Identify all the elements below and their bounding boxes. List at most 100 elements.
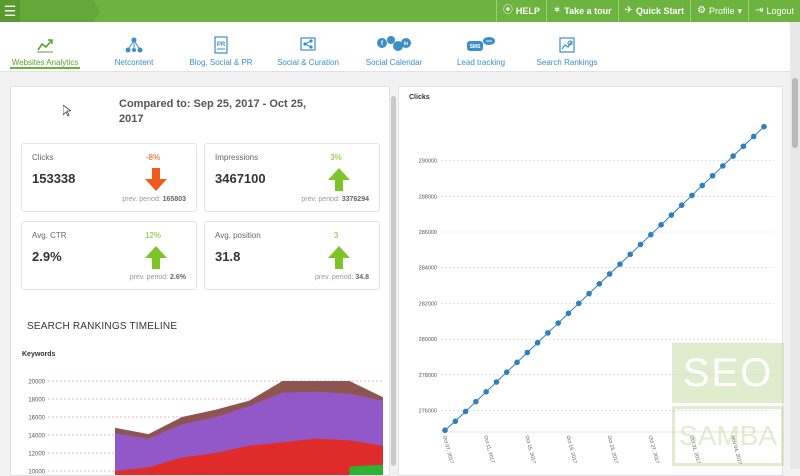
take-tour-button[interactable]: ✶ Take a tour <box>545 0 618 22</box>
x-tick-label: Oct 07, 2017 <box>441 435 454 464</box>
metric-change: 12% <box>144 231 161 240</box>
data-point <box>617 261 623 267</box>
scrollbar-thumb[interactable] <box>391 96 396 466</box>
tab-label: Social & Curation <box>277 58 339 67</box>
data-point <box>565 310 572 317</box>
y-tick-label: 280000 <box>419 337 437 343</box>
tab-search-rankings[interactable]: Search Rankings <box>536 36 598 72</box>
y-tick-label: 20000 <box>28 380 45 386</box>
tab-label: Social Calendar <box>365 58 423 67</box>
data-point <box>637 241 644 248</box>
y-tick-label: 276000 <box>419 409 437 415</box>
tab-social-curation[interactable]: Social & Curation <box>274 36 342 72</box>
tab-label: Netcontent <box>114 58 154 67</box>
data-point <box>740 143 747 150</box>
data-point <box>462 408 469 415</box>
x-tick-label: Oct 27, 2017 <box>647 435 660 464</box>
x-tick-label: Oct 15, 2017 <box>523 435 536 464</box>
help-button[interactable]: ⦿ HELP <box>495 0 546 22</box>
data-point <box>648 231 654 238</box>
arrow-up-icon <box>328 168 350 191</box>
tab-label: Websites Analytics <box>11 58 79 67</box>
y-tick-label: 16000 <box>28 416 45 422</box>
gear-icon: ⚙ <box>697 5 707 16</box>
y-tick-label: 278000 <box>419 373 437 379</box>
top-actions: ⦿ HELP ✶ Take a tour ✈ Quick Start ⚙ Profile… <box>495 0 800 22</box>
arrow-up-icon <box>145 246 167 269</box>
arrow-up-icon <box>328 246 350 269</box>
search-rankings-icon <box>559 37 575 53</box>
x-tick-label: Oct 11, 2017 <box>482 435 495 464</box>
y-tick-label: 288000 <box>419 194 437 200</box>
pr-document-icon: PR <box>214 36 228 54</box>
watermark-line-1: SEO <box>672 343 784 403</box>
y-tick-label: 282000 <box>419 301 437 307</box>
data-point <box>658 222 664 228</box>
globe-icon: ⦿ <box>502 5 513 16</box>
chevron-down-icon: ▾ <box>737 6 743 16</box>
y-tick-label: 12000 <box>28 452 45 458</box>
compared-to-range: Compared to: Sep 25, 2017 - Oct 25, 2017 <box>119 98 307 125</box>
main-nav: Websites Analytics Netcontent PR Blog, S… <box>0 22 790 72</box>
logout-button[interactable]: ⇥ Logout <box>748 0 800 22</box>
svg-text:f: f <box>381 41 384 47</box>
metric-prev-period: prev. period: 165803 <box>122 196 186 203</box>
y-tick-label: 14000 <box>28 434 45 440</box>
metric-label: Impressions <box>215 153 259 162</box>
data-point <box>442 427 448 434</box>
metric-prev-period: prev. period: 34.8 <box>315 274 369 281</box>
data-point <box>545 330 551 336</box>
tab-label: Blog, Social & PR <box>189 58 253 67</box>
clicks-line-chart: 276000 278000 280000 282000 284000 286000 2880… <box>419 123 774 465</box>
tab-lead-tracking[interactable]: SMS Lead tracking <box>454 36 508 72</box>
tab-label: Search Rankings <box>536 58 598 67</box>
data-point <box>534 339 541 346</box>
seo-samba-watermark: SEO SAMBA <box>672 343 784 466</box>
clicks-panel: 276000 278000 280000 282000 284000 286000 2880… <box>398 86 783 476</box>
data-point <box>689 192 695 199</box>
keywords-area-chart: 10000 12000 14000 16000 18000 20000 <box>28 380 383 475</box>
trend-chart-icon <box>37 39 53 53</box>
metric-value: 2.9% <box>32 249 62 264</box>
metric-label: Clicks <box>32 153 54 162</box>
share-icon <box>300 37 316 51</box>
metric-change: 3 <box>333 231 339 240</box>
y-tick-label: 18000 <box>28 398 45 404</box>
panel-scrollbar[interactable] <box>390 86 398 469</box>
data-point <box>730 153 736 159</box>
svg-text:PR: PR <box>217 42 226 48</box>
hamburger-icon[interactable]: ☰ <box>0 0 20 22</box>
tab-social-calendar[interactable]: f in Social Calendar <box>364 36 424 72</box>
scrollbar-thumb[interactable] <box>792 78 798 148</box>
watermark-line-2: SAMBA <box>672 406 784 466</box>
data-point <box>750 133 757 140</box>
y-tick-label: 284000 <box>419 266 437 272</box>
metric-card-clicks: Clicks 153338 -8% prev. period: 165803 <box>21 143 197 212</box>
metric-card-impressions: Impressions 3467100 3% prev. period: 337… <box>204 143 380 212</box>
tab-netcontent[interactable]: Netcontent <box>104 36 164 72</box>
svg-text:in: in <box>404 41 408 47</box>
data-point <box>586 290 592 297</box>
tab-blog-social-pr[interactable]: PR Blog, Social & PR <box>186 36 256 72</box>
data-point <box>555 320 561 326</box>
social-networks-icon: f in <box>377 36 411 51</box>
tab-websites-analytics[interactable]: Websites Analytics <box>10 36 80 72</box>
metric-value: 153338 <box>32 171 76 186</box>
data-point <box>627 251 634 258</box>
summary-panel: Compared to: Sep 25, 2017 - Oct 25, 2017… <box>10 86 390 476</box>
metric-change: 3% <box>330 153 342 162</box>
metric-value: 31.8 <box>215 249 241 264</box>
metric-card-avg-position: Avg. position 31.8 3 prev. period: 34.8 <box>204 221 380 290</box>
rocket-icon: ✈ <box>624 5 634 16</box>
tab-label: Lead tracking <box>456 58 506 67</box>
page-scrollbar[interactable] <box>790 22 800 469</box>
network-icon <box>125 37 143 53</box>
quick-start-button[interactable]: ✈ Quick Start <box>617 0 690 22</box>
svg-text:SMS: SMS <box>470 44 482 50</box>
data-point <box>483 389 489 395</box>
data-point <box>761 123 767 130</box>
metric-label: Avg. CTR <box>32 231 67 240</box>
profile-menu[interactable]: ⚙ Profile ▾ <box>690 0 748 22</box>
data-point <box>452 418 459 425</box>
data-point <box>473 398 479 405</box>
